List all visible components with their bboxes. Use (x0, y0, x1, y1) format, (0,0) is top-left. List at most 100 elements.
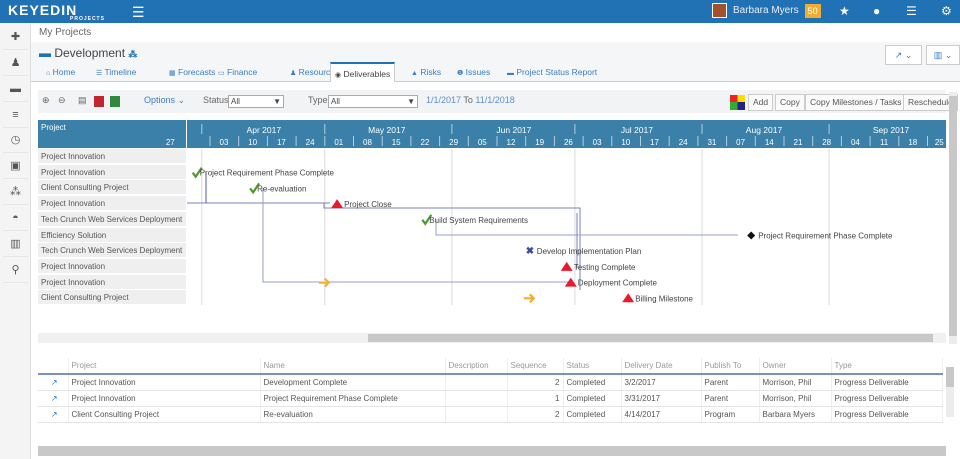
week-label: 05 (478, 138, 487, 147)
column-header[interactable]: Publish To (701, 358, 760, 375)
gantt-row-label[interactable]: Efficiency Solution (38, 227, 186, 243)
globe-icon[interactable]: ● (873, 4, 881, 18)
tab-icon: ▬ (507, 70, 514, 77)
column-header[interactable]: Description (445, 358, 508, 375)
tab-label: Timeline (104, 67, 137, 77)
add-button[interactable]: Add (748, 94, 774, 111)
tab-label: Project Status Report (516, 67, 598, 77)
month-label: Jun 2017 (496, 125, 531, 135)
table-cell: Progress Deliverable (831, 390, 943, 407)
plus-icon[interactable]: ✚ (3, 25, 28, 50)
column-header[interactable]: Name (260, 358, 446, 375)
table-cell: Client Consulting Project (68, 406, 261, 423)
month-label: May 2017 (368, 125, 406, 135)
tab-finance[interactable]: ▭ Finance (214, 62, 261, 82)
reschedule-button[interactable]: Reschedule (903, 94, 958, 111)
table-vertical-scrollbar[interactable] (946, 367, 954, 417)
excel-icon[interactable] (110, 96, 120, 107)
table-cell: Development Complete (260, 374, 446, 391)
table-row[interactable]: ↗ Project Innovation Project Requirement P… (38, 390, 943, 407)
notification-badge[interactable]: 50 (804, 3, 821, 18)
money-icon[interactable]: ▣ (3, 154, 28, 179)
gantt-row-label[interactable]: Project Innovation (38, 274, 186, 290)
column-header[interactable] (38, 358, 69, 375)
search-icon[interactable]: ⚲ (3, 258, 28, 283)
type-select[interactable]: All ▼ (328, 95, 418, 108)
person-icon[interactable]: ♟ (3, 51, 28, 76)
hierarchy-icon[interactable]: ⁂ (128, 49, 138, 59)
export-dropdown-button[interactable]: ↗ ⌄ (885, 45, 922, 65)
week-label: 25 . (935, 138, 948, 147)
sliders-icon[interactable]: ≡ (3, 103, 28, 128)
clock-icon[interactable]: ◷ (3, 128, 28, 153)
tab-deliverables[interactable]: ◉ Deliverables (330, 62, 396, 82)
cubes-icon[interactable]: ⁂ (3, 180, 28, 205)
gantt-row-label[interactable]: Project Innovation (38, 196, 186, 212)
breadcrumb[interactable]: My Projects (39, 27, 92, 38)
copy-button[interactable]: Copy (775, 94, 805, 111)
tab-risks[interactable]: ▲ Risks (407, 62, 445, 82)
status-select[interactable]: All ▼ (228, 95, 284, 108)
color-legend-button[interactable] (730, 95, 745, 110)
table-cell: Progress Deliverable (831, 406, 943, 423)
tab-issues[interactable]: ❶ Issues (453, 62, 494, 82)
table-cell: Morrison, Phil (759, 390, 832, 407)
zoom-in-icon[interactable]: ⊕ (42, 95, 50, 105)
column-header[interactable]: Delivery Date (621, 358, 702, 375)
star-icon[interactable]: ★ (839, 4, 850, 18)
dependency-line (262, 188, 568, 283)
table-row[interactable]: ↗ Project Innovation Development Complete 2… (38, 374, 943, 391)
gantt-row-label[interactable]: Client Consulting Project (38, 290, 186, 306)
edit-icon[interactable]: ↗ (38, 390, 69, 407)
logo[interactable]: KEYEDIN PROJECTS (8, 2, 104, 22)
list-icon[interactable]: ☰ (906, 4, 917, 18)
triangle-milestone-icon (560, 261, 573, 271)
edit-icon[interactable]: ↗ (38, 406, 69, 423)
column-header[interactable]: Project (68, 358, 261, 375)
edit-icon[interactable]: ↗ (38, 374, 69, 391)
gantt-row-label[interactable]: Client Consulting Project (38, 180, 186, 196)
table-horizontal-scrollbar[interactable] (38, 446, 946, 456)
avatar (712, 3, 727, 18)
tab-icon: ▭ (218, 70, 225, 77)
milestone-label: Develop Implementation Plan (537, 247, 642, 256)
table-row[interactable]: ↗ Client Consulting Project Re-evaluation 2… (38, 406, 943, 423)
column-header[interactable]: Type (831, 358, 943, 375)
tab-home[interactable]: ⌂ Home (42, 62, 79, 82)
gear-icon[interactable]: ⚙ (941, 4, 952, 18)
pdf-icon[interactable] (94, 96, 104, 107)
type-label: Type (308, 95, 328, 105)
type-value: All (331, 97, 340, 106)
tab-icon: ⌂ (46, 70, 51, 77)
column-header[interactable]: Owner (759, 358, 832, 375)
gantt-row-label[interactable]: Tech Crunch Web Services Deployment (38, 243, 186, 259)
tab-forecasts[interactable]: ▦ Forecasts (165, 62, 219, 82)
table-cell: Re-evaluation (260, 406, 446, 423)
table-cell (445, 390, 508, 407)
date-range[interactable]: 1/1/2017 To 11/1/2018 (426, 95, 515, 105)
column-header[interactable]: Status (563, 358, 622, 375)
options-dropdown[interactable]: Options ⌄ (144, 95, 186, 105)
month-label: Sep 2017 (873, 125, 910, 135)
briefcase-icon[interactable]: ▬ (3, 77, 28, 102)
dashboard-icon[interactable]: ◓ (3, 206, 28, 231)
hamburger-menu-icon[interactable]: ☰ (132, 4, 145, 20)
column-header[interactable]: Sequence (507, 358, 564, 375)
gantt-row-label[interactable]: Project Innovation (38, 149, 186, 164)
month-label: Jul 2017 (621, 125, 653, 135)
gantt-vertical-scrollbar[interactable] (949, 92, 957, 344)
gantt-horizontal-scrollbar[interactable] (38, 333, 946, 343)
gantt-row-label[interactable]: Tech Crunch Web Services Deployment (38, 211, 186, 227)
user-menu[interactable]: Barbara Myers 50 (712, 3, 821, 18)
bar-chart-icon[interactable]: ▥ (3, 232, 28, 257)
tab-resource[interactable]: ♟ Resource (286, 62, 339, 82)
zoom-out-icon[interactable]: ⊖ (58, 95, 66, 105)
gantt-row-label[interactable]: Project Innovation (38, 258, 186, 274)
user-name: Barbara Myers (733, 5, 799, 16)
tab-project-status-report[interactable]: ▬ Project Status Report (503, 62, 601, 82)
tab-timeline[interactable]: ☰ Timeline (92, 62, 140, 82)
gantt-row-label[interactable]: Project Innovation (38, 164, 186, 180)
week-label: 01 (334, 138, 343, 147)
logo-subtext: PROJECTS (70, 16, 105, 22)
print-icon[interactable]: ▤ (78, 95, 87, 105)
